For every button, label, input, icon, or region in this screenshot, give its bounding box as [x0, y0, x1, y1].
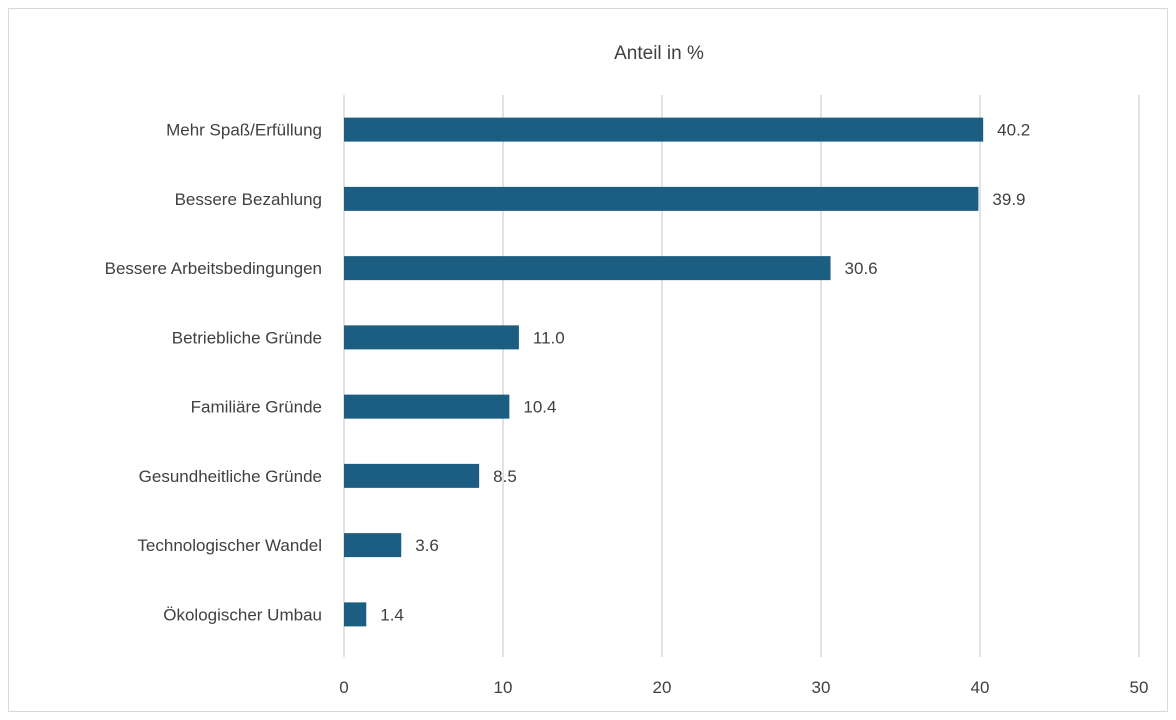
- data-label: 11.0: [533, 328, 565, 347]
- data-label: 8.5: [493, 467, 517, 486]
- x-tick-label: 50: [1130, 678, 1149, 697]
- bar: [344, 394, 510, 419]
- data-label: 3.6: [415, 536, 439, 555]
- x-tick-label: 20: [653, 678, 672, 697]
- bar: [344, 186, 979, 211]
- category-label: Gesundheitliche Gründe: [139, 467, 322, 486]
- bar: [344, 463, 480, 488]
- bar: [344, 256, 831, 281]
- chart-title: Anteil in %: [614, 43, 704, 64]
- bar: [344, 602, 367, 627]
- bar: [344, 325, 519, 350]
- category-label: Bessere Arbeitsbedingungen: [105, 259, 322, 278]
- category-label: Betriebliche Gründe: [172, 328, 322, 347]
- data-label: 30.6: [845, 259, 878, 278]
- category-label: Familiäre Gründe: [191, 398, 322, 417]
- x-tick-label: 10: [494, 678, 513, 697]
- category-label: Mehr Spaß/Erfüllung: [166, 121, 322, 140]
- x-tick-label: 30: [812, 678, 831, 697]
- data-label: 10.4: [523, 398, 556, 417]
- data-labels: 40.2 39.9 30.6 11.0 10.4 8.5 3.6 1.4: [380, 121, 1030, 625]
- chart-frame: Anteil in % 40.2 39.9 30.6 11.0 10.4 8.5 3.6 1.…: [8, 8, 1168, 712]
- bars: [344, 117, 984, 627]
- bar-chart: Anteil in % 40.2 39.9 30.6 11.0 10.4 8.5 3.6 1.…: [105, 43, 1149, 697]
- bar: [344, 117, 984, 142]
- x-axis-tick-labels: 0 10 20 30 40 50: [339, 678, 1148, 697]
- bar: [344, 533, 402, 558]
- category-labels: Mehr Spaß/Erfüllung Bessere Bezahlung Bess…: [105, 121, 322, 625]
- x-tick-label: 0: [339, 678, 348, 697]
- data-label: 1.4: [380, 605, 404, 624]
- category-label: Technologischer Wandel: [137, 536, 322, 555]
- x-tick-label: 40: [971, 678, 990, 697]
- data-label: 40.2: [997, 121, 1030, 140]
- category-label: Bessere Bezahlung: [175, 190, 322, 209]
- gridlines: [343, 95, 1140, 657]
- category-label: Ökologischer Umbau: [163, 605, 322, 624]
- data-label: 39.9: [992, 190, 1025, 209]
